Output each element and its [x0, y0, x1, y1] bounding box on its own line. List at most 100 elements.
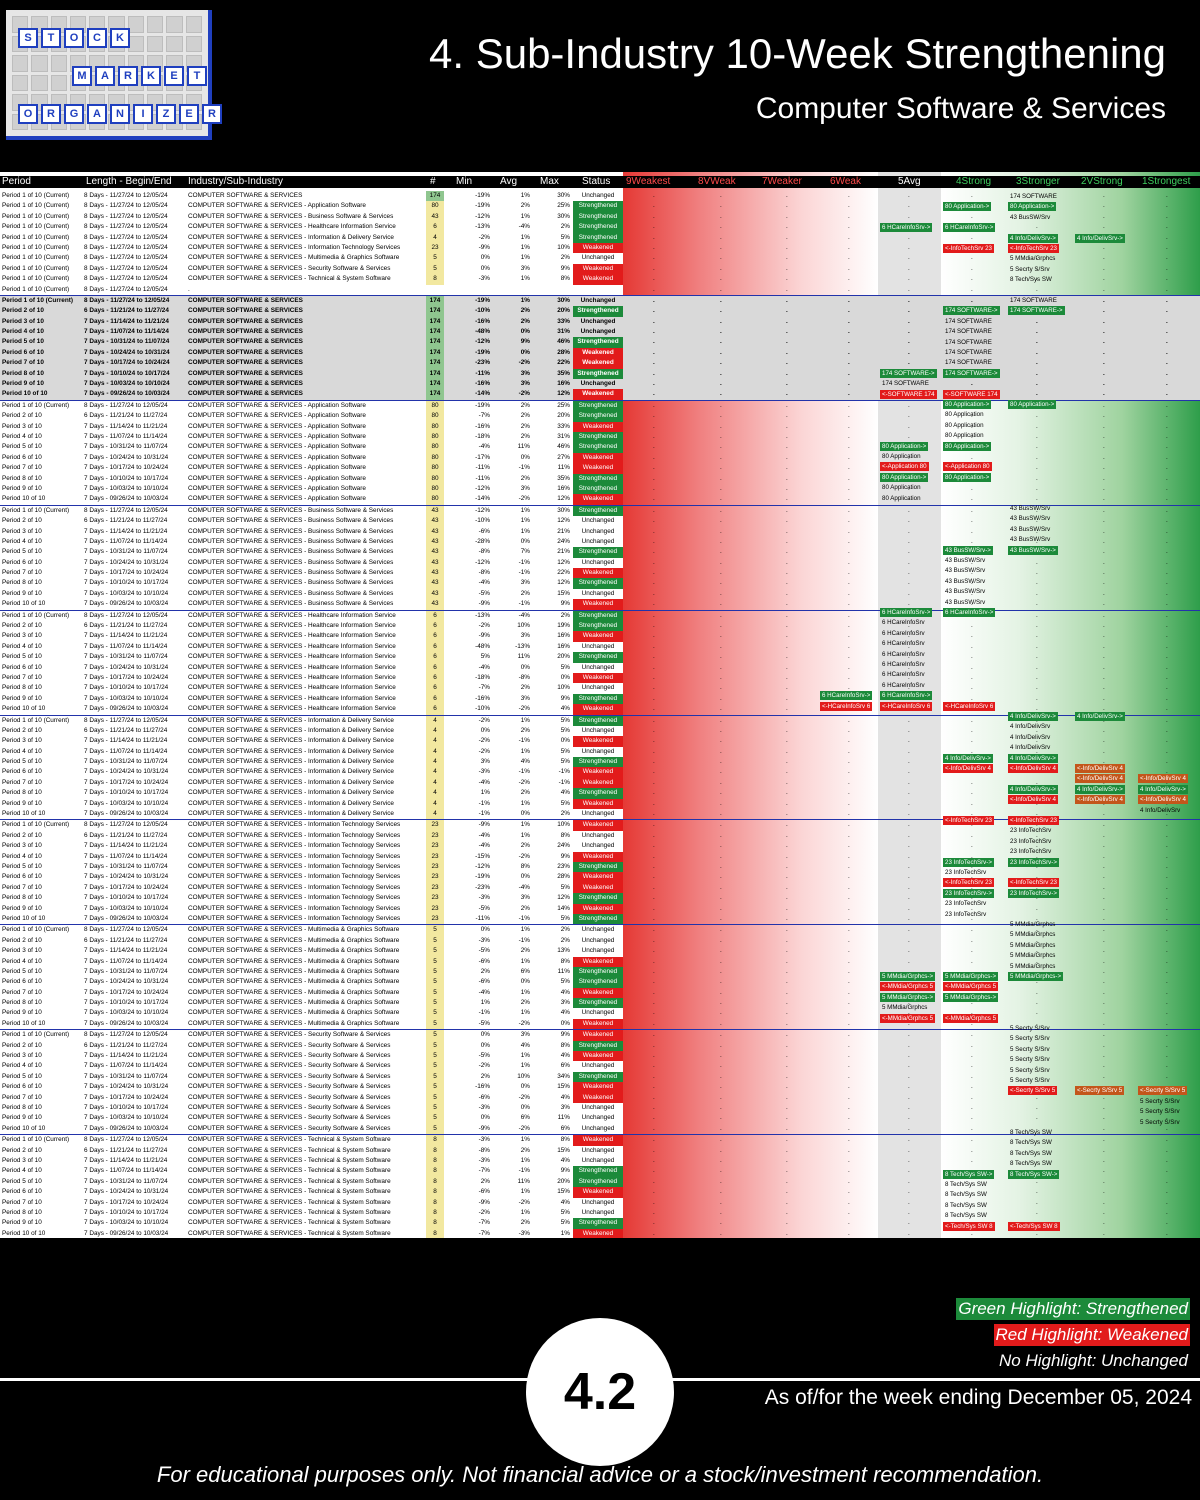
level-placeholder: .: [971, 1229, 973, 1237]
level-placeholder: .: [786, 789, 788, 797]
cell-length: 8 Days - 11/27/24 to 12/05/24: [84, 243, 168, 251]
cell-max: 46%: [557, 443, 570, 451]
level-placeholder: .: [848, 726, 850, 734]
cell-min: -6%: [478, 957, 490, 965]
cell-industry: COMPUTER SOFTWARE & SERVICES - Security …: [188, 1031, 391, 1039]
level-placeholder: .: [1103, 422, 1105, 430]
cell-industry: COMPUTER SOFTWARE & SERVICES - Multimedi…: [188, 988, 400, 996]
cell-min: -11%: [475, 369, 490, 377]
level-placeholder: .: [848, 1041, 850, 1049]
level-chip: <-HCareInfoSrv 6: [943, 701, 996, 711]
level-placeholder: .: [971, 453, 973, 461]
level-placeholder: .: [908, 432, 910, 440]
level-placeholder: .: [848, 495, 850, 503]
level-placeholder: .: [1103, 1136, 1105, 1144]
level-placeholder: .: [1103, 873, 1105, 881]
level-placeholder: .: [908, 936, 910, 944]
level-placeholder: .: [848, 1009, 850, 1017]
level-placeholder: .: [786, 799, 788, 807]
level-placeholder: .: [1103, 1019, 1105, 1027]
level-placeholder: .: [908, 873, 910, 881]
cell-industry: COMPUTER SOFTWARE & SERVICES - Multimedi…: [188, 978, 400, 986]
cell-n: 5: [426, 956, 444, 967]
cell-industry: COMPUTER SOFTWARE & SERVICES - Security …: [188, 1062, 391, 1070]
cell-min: -12%: [475, 484, 490, 492]
level-placeholder: .: [848, 223, 850, 231]
cell-period: Period 1 of 10 (Current): [2, 192, 70, 199]
cell-status: Strengthened: [573, 1176, 623, 1188]
cell-length: 8 Days - 11/27/24 to 12/05/24: [84, 285, 168, 293]
level-chip: 23 InfoTechSrv: [945, 900, 987, 908]
level-placeholder: .: [653, 474, 655, 482]
cell-status: Strengthened: [573, 211, 623, 223]
cell-period: Period 7 of 10: [2, 988, 42, 996]
cell-min: -23%: [475, 883, 490, 891]
level-placeholder: .: [1166, 569, 1168, 577]
level-placeholder: .: [848, 1219, 850, 1227]
cell-industry: COMPUTER SOFTWARE & SERVICES - Business …: [188, 527, 394, 535]
cell-avg: -2%: [518, 390, 530, 398]
cell-min: -19%: [475, 401, 490, 409]
cell-n: 8: [426, 1228, 444, 1238]
cell-max: 21%: [557, 527, 570, 535]
cell-length: 7 Days - 10/03/24 to 10/10/24: [84, 380, 170, 388]
level-placeholder: .: [786, 663, 788, 671]
level-placeholder: .: [1103, 223, 1105, 231]
cell-avg: 0%: [520, 1103, 530, 1111]
cell-min: -11%: [475, 464, 490, 472]
level-placeholder: .: [653, 642, 655, 650]
level-placeholder: .: [653, 348, 655, 356]
cell-length: 7 Days - 10/10/24 to 10/17/24: [84, 1208, 169, 1216]
cell-status: Unchanged: [581, 726, 615, 734]
cell-industry: COMPUTER SOFTWARE & SERVICES - Security …: [188, 1041, 391, 1049]
level-placeholder: .: [653, 967, 655, 975]
cell-min: -7%: [478, 1219, 490, 1227]
level-placeholder: .: [653, 852, 655, 860]
cell-industry: .: [188, 285, 190, 293]
cell-n: 5: [426, 1030, 444, 1041]
cell-max: 6%: [560, 1062, 570, 1070]
cell-length: 7 Days - 09/26/24 to 10/03/24: [84, 1124, 169, 1132]
level-placeholder: .: [848, 926, 850, 934]
cell-length: 7 Days - 10/10/24 to 10/17/24: [84, 999, 169, 1007]
level-placeholder: .: [1103, 1041, 1105, 1049]
level-placeholder: .: [786, 705, 788, 713]
cell-n: 5: [426, 998, 444, 1009]
level-placeholder: .: [1103, 338, 1105, 346]
cell-max: 9%: [560, 1167, 570, 1175]
cell-period: Period 10 of 10: [2, 1229, 46, 1237]
table-row: Period 8 of 10 7 Days - 10/10/24 to 10/17…: [0, 1207, 1200, 1219]
level-placeholder: .: [1036, 842, 1038, 850]
table-row: Period 2 of 10 6 Days - 11/21/24 to 11/27…: [0, 621, 1200, 632]
level-placeholder: .: [848, 254, 850, 262]
cell-status: Strengthened: [573, 547, 623, 558]
level-placeholder: .: [1036, 810, 1038, 818]
level-chip: 43 BusSW/Srv: [945, 557, 986, 564]
level-placeholder: .: [971, 1062, 973, 1070]
level-placeholder: .: [908, 527, 910, 535]
cell-max: 5%: [560, 233, 570, 241]
cell-avg: 1%: [520, 527, 530, 535]
level-placeholder: .: [720, 495, 722, 503]
level-placeholder: .: [848, 432, 850, 440]
cell-length: 8 Days - 11/27/24 to 12/05/24: [84, 202, 168, 210]
level-placeholder: .: [971, 589, 973, 597]
level-placeholder: .: [1166, 1124, 1168, 1132]
level-placeholder: .: [720, 632, 722, 640]
cell-max: 15%: [557, 1188, 570, 1196]
level-placeholder: .: [786, 821, 788, 829]
level-placeholder: .: [848, 852, 850, 860]
cell-length: 7 Days - 10/10/24 to 10/17/24: [84, 474, 169, 482]
cell-period: Period 9 of 10: [2, 1009, 42, 1017]
level-chip: 80 Application: [882, 453, 921, 460]
table-row: Period 4 of 10 7 Days - 11/07/24 to 11/14…: [0, 851, 1200, 863]
cell-avg: 0%: [520, 978, 530, 986]
cell-industry: COMPUTER SOFTWARE & SERVICES - Business …: [188, 212, 394, 220]
cell-status: Strengthened: [573, 621, 623, 632]
level-placeholder: .: [1166, 369, 1168, 377]
table-row: Period 7 of 10 7 Days - 10/17/24 to 10/24…: [0, 568, 1200, 579]
level-placeholder: .: [971, 1124, 973, 1132]
level-placeholder: .: [1036, 1229, 1038, 1237]
cell-length: 7 Days - 10/10/24 to 10/17/24: [84, 579, 169, 587]
cell-avg: 9%: [520, 338, 530, 346]
